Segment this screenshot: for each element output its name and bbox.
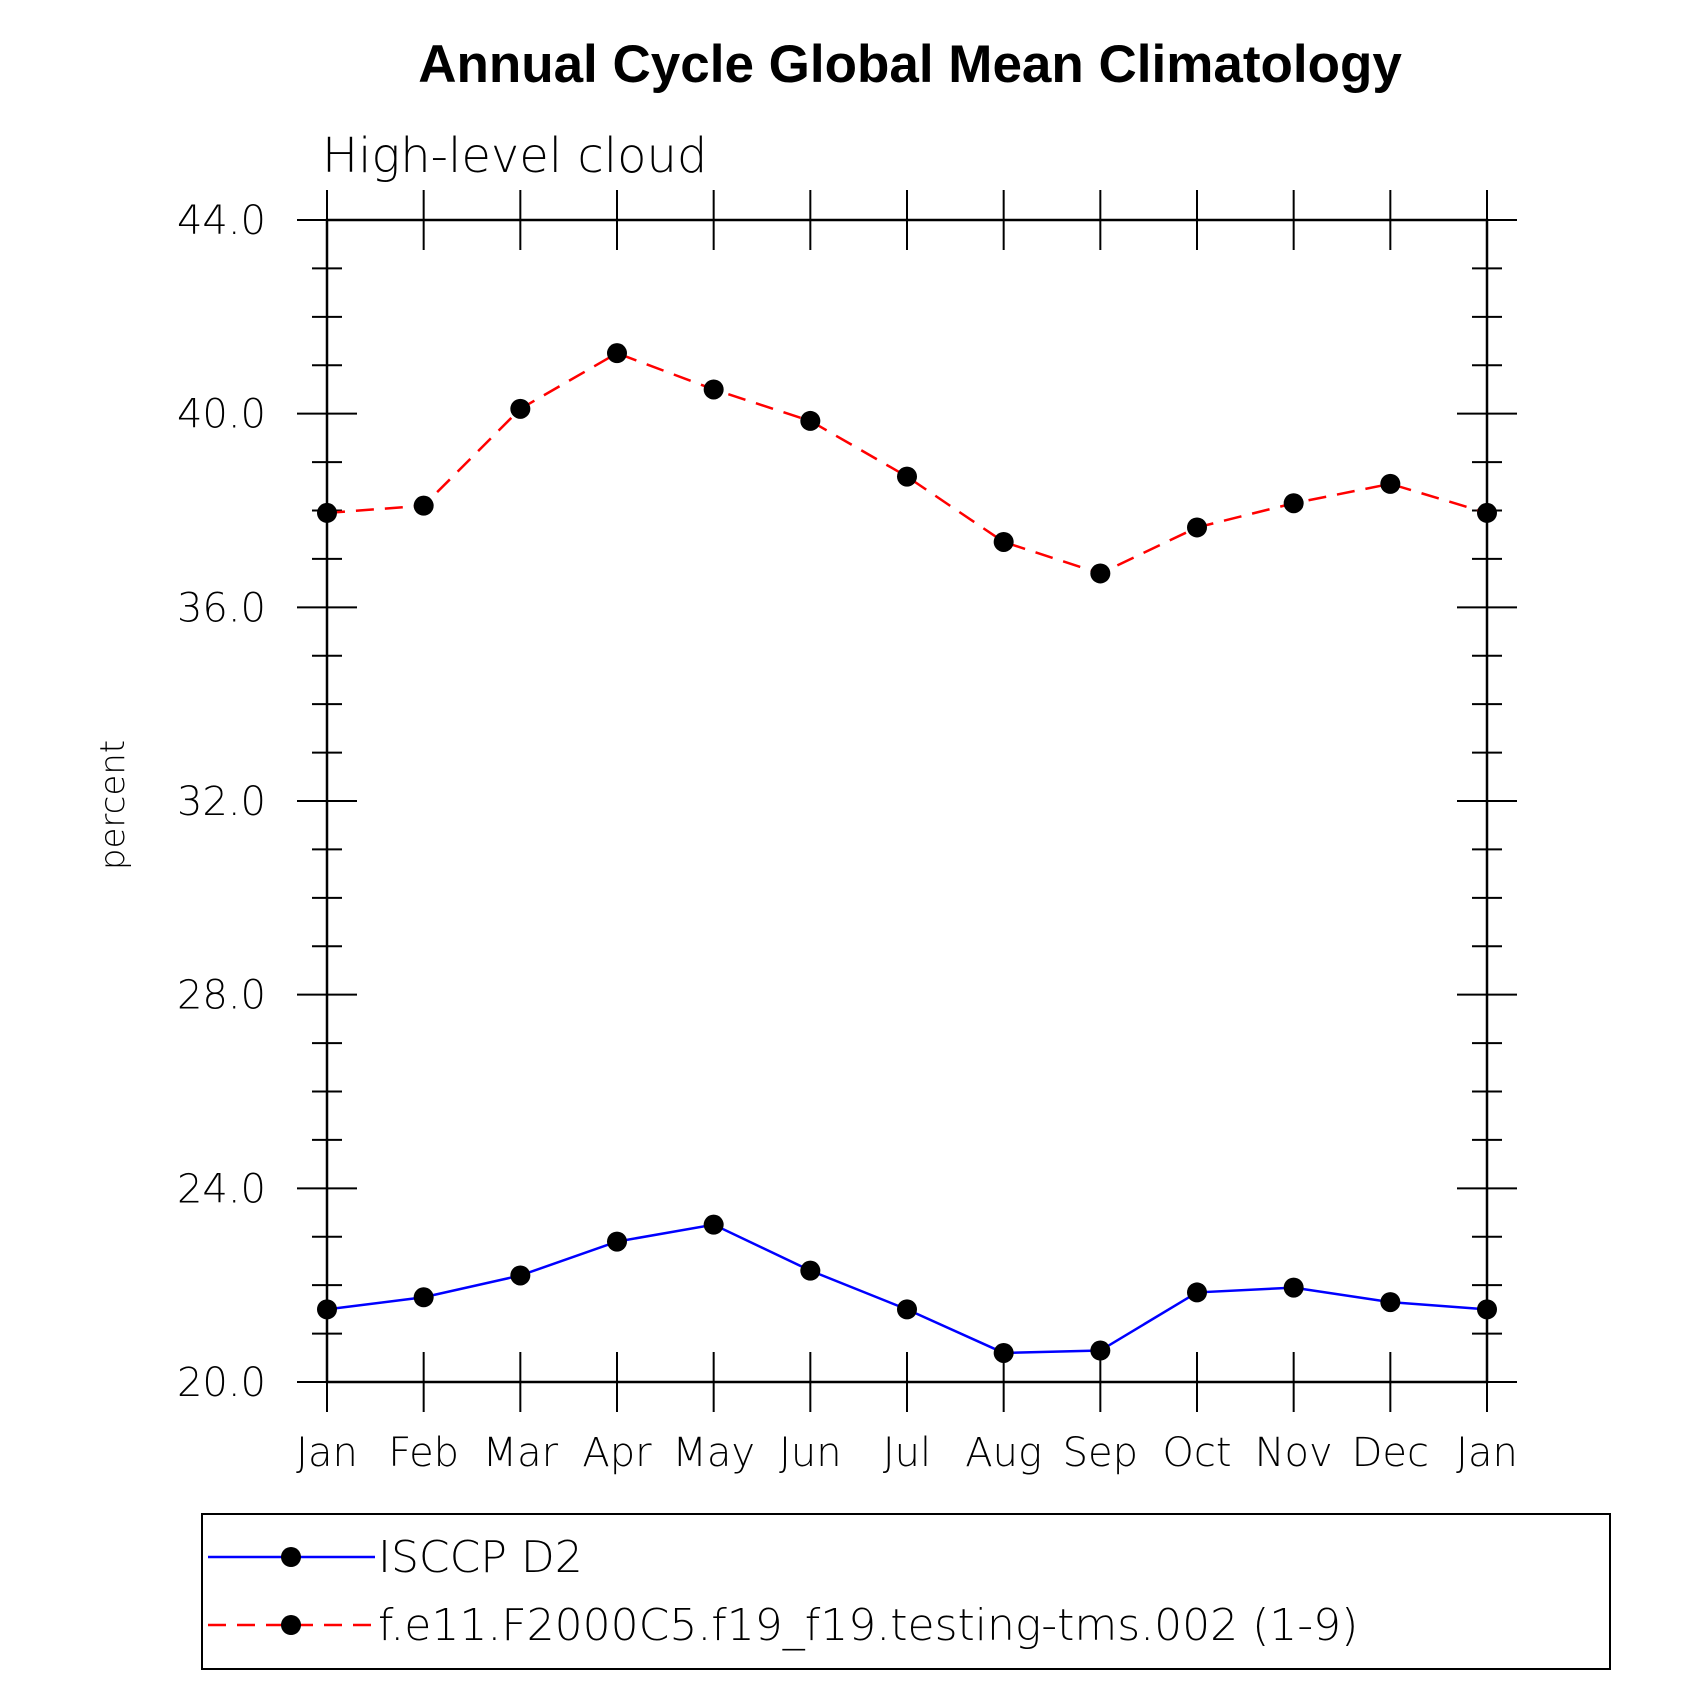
y-tick-label: 24.0 [177, 1166, 266, 1212]
y-axis-label: percent [93, 740, 133, 870]
data-point [993, 1342, 1014, 1363]
x-tick-label: Apr [582, 1430, 652, 1476]
data-point [317, 502, 337, 523]
legend-label: ISCCP D2 [378, 1532, 583, 1583]
legend-marker [281, 1615, 301, 1635]
series-line [326, 1223, 1488, 1355]
data-point [510, 1265, 531, 1286]
data-point [1477, 1299, 1497, 1320]
data-point [897, 1299, 917, 1320]
y-tick-label: 40.0 [177, 392, 266, 438]
y-tick-label: 36.0 [177, 585, 266, 631]
data-point [1090, 563, 1111, 584]
data-point [800, 410, 821, 431]
series-layer [317, 343, 1497, 1363]
chart-title: Annual Cycle Global Mean Climatology [418, 35, 1402, 94]
legend: ISCCP D2 f.e11.F2000C5.f19_f19.testing-tm… [208, 1532, 1358, 1651]
y-tick-label: 20.0 [177, 1360, 266, 1406]
x-tick-label: Oct [1162, 1430, 1231, 1476]
data-point [703, 379, 724, 400]
data-point [703, 1214, 724, 1235]
legend-box [201, 1513, 1611, 1670]
data-point [510, 398, 531, 419]
chart-subtitle: High-level cloud [322, 128, 707, 184]
data-point [1090, 1340, 1111, 1361]
data-point [993, 531, 1014, 552]
data-point [1283, 493, 1304, 514]
plot-frame [325, 218, 1489, 1384]
data-point [317, 1299, 337, 1320]
x-tick-label: Dec [1352, 1430, 1429, 1476]
x-tick-label: Jan [296, 1430, 358, 1476]
legend-marker [281, 1547, 301, 1567]
y-tick-label: 44.0 [177, 198, 266, 244]
legend-label: f.e11.F2000C5.f19_f19.testing-tms.002 (1… [378, 1600, 1358, 1651]
x-tick-label: Jun [779, 1430, 842, 1476]
x-tick-label: Mar [483, 1430, 559, 1476]
data-point [607, 1231, 627, 1252]
x-tick-label: May [672, 1430, 755, 1476]
series-line [326, 351, 1488, 575]
y-tick-label: 28.0 [177, 973, 266, 1019]
y-tick-label: 32.0 [177, 779, 266, 825]
data-point [1283, 1277, 1304, 1298]
data-point [1187, 1282, 1207, 1303]
data-point [800, 1260, 821, 1281]
x-tick-label: Nov [1255, 1430, 1333, 1476]
data-point [1380, 1292, 1401, 1313]
axis-ticks [297, 190, 1517, 1412]
data-point [1187, 517, 1207, 538]
y-tick-labels: 20.0 24.0 28.0 32.0 36.0 40.0 44.0 [177, 198, 266, 1406]
data-point [607, 343, 627, 364]
x-tick-label: Jan [1456, 1430, 1518, 1476]
x-tick-label: Sep [1063, 1430, 1138, 1476]
data-point [413, 1287, 434, 1308]
x-tick-labels: Jan Feb Mar Apr May Jun Jul Aug Sep Oct Nov Dec Jan [296, 1430, 1518, 1476]
x-tick-label: Feb [388, 1430, 459, 1476]
x-tick-label: Aug [965, 1430, 1042, 1476]
data-point [1380, 473, 1401, 494]
data-point [897, 466, 917, 487]
data-point [413, 495, 434, 516]
data-point [1477, 502, 1497, 523]
x-tick-label: Jul [883, 1430, 931, 1476]
